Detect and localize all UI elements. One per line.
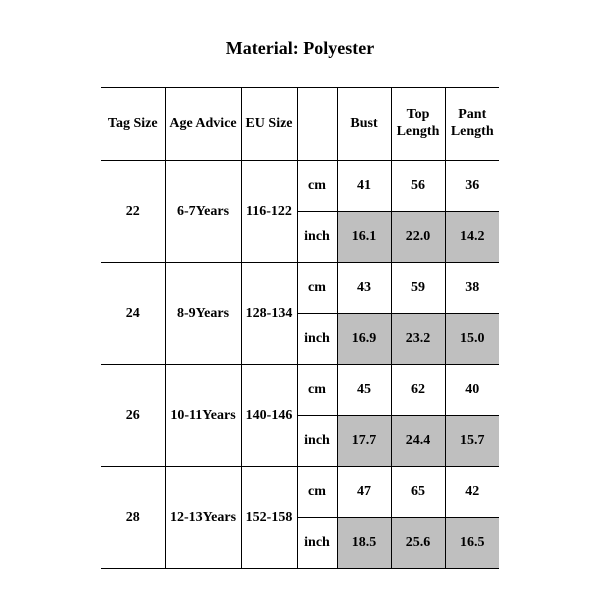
cell-bust-inch: 16.9 — [337, 314, 391, 365]
col-top-length: Top Length — [391, 88, 445, 161]
cell-top-inch: 24.4 — [391, 416, 445, 467]
col-unit — [297, 88, 337, 161]
table-row: 28 12-13Years 152-158 cm 47 65 42 — [101, 467, 499, 518]
cell-pant-inch: 15.0 — [445, 314, 499, 365]
cell-tag: 28 — [101, 467, 165, 569]
cell-bust-inch: 17.7 — [337, 416, 391, 467]
cell-bust-cm: 41 — [337, 161, 391, 212]
cell-unit-inch: inch — [297, 416, 337, 467]
cell-pant-inch: 14.2 — [445, 212, 499, 263]
cell-eu: 140-146 — [241, 365, 297, 467]
cell-top-inch: 23.2 — [391, 314, 445, 365]
cell-bust-cm: 47 — [337, 467, 391, 518]
cell-age: 12-13Years — [165, 467, 241, 569]
cell-pant-inch: 15.7 — [445, 416, 499, 467]
cell-tag: 22 — [101, 161, 165, 263]
cell-top-cm: 62 — [391, 365, 445, 416]
cell-unit-cm: cm — [297, 161, 337, 212]
col-eu-size: EU Size — [241, 88, 297, 161]
page: Material: Polyester Tag Size Age Advice … — [0, 0, 600, 600]
cell-age: 6-7Years — [165, 161, 241, 263]
cell-top-inch: 25.6 — [391, 518, 445, 569]
cell-pant-inch: 16.5 — [445, 518, 499, 569]
cell-top-inch: 22.0 — [391, 212, 445, 263]
cell-tag: 26 — [101, 365, 165, 467]
cell-age: 10-11Years — [165, 365, 241, 467]
cell-bust-cm: 45 — [337, 365, 391, 416]
cell-top-cm: 56 — [391, 161, 445, 212]
cell-unit-inch: inch — [297, 518, 337, 569]
cell-bust-inch: 18.5 — [337, 518, 391, 569]
cell-top-cm: 65 — [391, 467, 445, 518]
cell-unit-cm: cm — [297, 365, 337, 416]
page-title: Material: Polyester — [0, 0, 600, 87]
cell-unit-cm: cm — [297, 467, 337, 518]
col-age-advice: Age Advice — [165, 88, 241, 161]
col-tag-size: Tag Size — [101, 88, 165, 161]
cell-bust-cm: 43 — [337, 263, 391, 314]
cell-unit-inch: inch — [297, 212, 337, 263]
cell-top-cm: 59 — [391, 263, 445, 314]
cell-pant-cm: 38 — [445, 263, 499, 314]
table-row: 26 10-11Years 140-146 cm 45 62 40 — [101, 365, 499, 416]
col-pant-length: Pant Length — [445, 88, 499, 161]
cell-pant-cm: 40 — [445, 365, 499, 416]
cell-age: 8-9Years — [165, 263, 241, 365]
table-header-row: Tag Size Age Advice EU Size Bust Top Len… — [101, 88, 499, 161]
cell-pant-cm: 42 — [445, 467, 499, 518]
cell-eu: 152-158 — [241, 467, 297, 569]
cell-tag: 24 — [101, 263, 165, 365]
cell-eu: 128-134 — [241, 263, 297, 365]
table-body: 22 6-7Years 116-122 cm 41 56 36 inch 16.… — [101, 161, 499, 569]
cell-pant-cm: 36 — [445, 161, 499, 212]
cell-bust-inch: 16.1 — [337, 212, 391, 263]
table-row: 24 8-9Years 128-134 cm 43 59 38 — [101, 263, 499, 314]
cell-unit-cm: cm — [297, 263, 337, 314]
cell-eu: 116-122 — [241, 161, 297, 263]
col-bust: Bust — [337, 88, 391, 161]
size-table: Tag Size Age Advice EU Size Bust Top Len… — [101, 87, 499, 569]
table-row: 22 6-7Years 116-122 cm 41 56 36 — [101, 161, 499, 212]
cell-unit-inch: inch — [297, 314, 337, 365]
